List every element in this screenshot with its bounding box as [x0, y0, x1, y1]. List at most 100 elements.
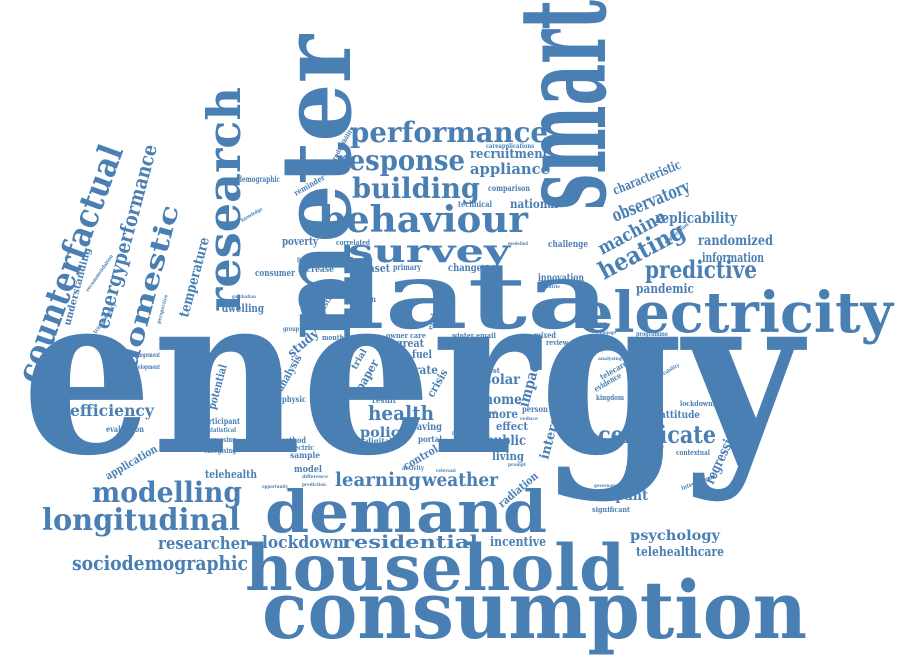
- word-programme: programme: [636, 331, 668, 338]
- word-household: household: [245, 531, 625, 606]
- word-demographic: demographic: [238, 174, 280, 184]
- word-prediction: prediction: [302, 482, 326, 488]
- word-privacy: privacy: [452, 430, 471, 436]
- word-longitudinal: longitudinal: [42, 503, 240, 538]
- word-survey: survey: [348, 232, 512, 270]
- word-attitude: attitude: [660, 410, 700, 421]
- word-prompt: prompt: [508, 462, 527, 468]
- word-consequence: consequence: [636, 444, 664, 450]
- word-sociodemographic: sociodemographic: [72, 551, 248, 575]
- word-occupant: occupant: [582, 488, 648, 504]
- word-participant: participant: [200, 416, 240, 426]
- word-great: great: [396, 337, 425, 350]
- word-correlated: correlated: [336, 238, 370, 247]
- word-demand: demand: [265, 478, 547, 546]
- word-technical: technical: [458, 199, 492, 209]
- word-living: living: [492, 450, 524, 463]
- word-efficiency: efficiency: [70, 401, 155, 420]
- word-dwelling: dwelling: [222, 302, 264, 315]
- word-effect: effect: [496, 420, 529, 433]
- word-housing: housing: [482, 264, 500, 270]
- word-evaluation: evaluation: [106, 424, 144, 434]
- word-statistical: statistical: [208, 427, 237, 434]
- word-recruitment: recruitment: [470, 147, 548, 162]
- word-significant: significant: [592, 505, 631, 514]
- word-predictive: predictive: [645, 255, 757, 284]
- word-electricity: electricity: [578, 280, 894, 346]
- word-kingdom: kingdom: [596, 393, 624, 402]
- word-researcher: researcher: [158, 534, 249, 554]
- word-energising: energising: [204, 446, 236, 455]
- word-engage: engage: [600, 330, 616, 336]
- word-fuel: fuel: [412, 348, 432, 361]
- word-health: health: [368, 401, 434, 425]
- word-change: change: [448, 263, 482, 274]
- word-sample: sample: [290, 450, 320, 460]
- word-consumer: consumer: [255, 269, 295, 279]
- word-pandemic: pandemic: [636, 282, 694, 297]
- word-contextual: contextual: [676, 448, 710, 457]
- word-model: model: [294, 465, 323, 475]
- word-modelled: modelled: [508, 241, 528, 247]
- word-digital: digital: [366, 436, 392, 446]
- word-saving: saving: [412, 422, 442, 433]
- word-consumption: consumption: [262, 563, 807, 657]
- word-analysing: analysing: [598, 356, 622, 362]
- word-particular: particular: [297, 256, 328, 263]
- word-meter: meter: [260, 34, 373, 340]
- word-challenge: challenge: [548, 240, 588, 250]
- word-smart: smart: [493, 0, 634, 210]
- word-incentive: incentive: [490, 535, 546, 550]
- word-residential: residential: [342, 532, 478, 553]
- word-replicability: replicability: [655, 209, 738, 227]
- word-owner: owner: [386, 331, 408, 340]
- word-physic: physic: [282, 394, 306, 404]
- word-building: building: [352, 172, 480, 205]
- word-winter: winter: [451, 331, 474, 340]
- word-more: more: [488, 407, 518, 421]
- word-group: group: [283, 326, 299, 333]
- word-energy: energy: [22, 245, 808, 505]
- word-portal: portal: [418, 434, 442, 444]
- word-person: person: [522, 404, 548, 414]
- word-benefit: benefit: [256, 366, 282, 376]
- word-countrie: countrie: [540, 284, 560, 290]
- word-britain: britain: [350, 294, 376, 304]
- word-rate: rate: [414, 363, 438, 377]
- word-public: public: [486, 433, 526, 449]
- word-careapplications: careapplications: [486, 143, 535, 150]
- word-national: national: [510, 197, 558, 211]
- word-gatchalian: gatchalian: [232, 294, 256, 300]
- word-panel: panel: [482, 410, 496, 416]
- word-psychology: psychology: [630, 528, 721, 544]
- word-lockdowns: lockdowns: [680, 399, 716, 408]
- word-comparison: comparison: [488, 183, 530, 193]
- word-result: result: [372, 395, 396, 405]
- word-innovation: innovation: [538, 273, 585, 284]
- word-solar: solar: [484, 372, 521, 388]
- word-behaviour: behaviour: [320, 199, 529, 241]
- word-primary: primary: [393, 262, 421, 272]
- word-increasing: increasing: [204, 435, 236, 444]
- word-reduce: reduce: [520, 416, 538, 422]
- word-telehealthcare: telehealthcare: [636, 545, 724, 560]
- word-home: home: [484, 392, 522, 408]
- word-governance: governance: [594, 483, 620, 489]
- word-modelling: modelling: [92, 476, 242, 509]
- word-difference: difference: [302, 474, 328, 480]
- word-research: research: [197, 87, 251, 312]
- word-performance: performance: [350, 116, 548, 149]
- word-cost: cost: [484, 366, 501, 375]
- word-dataset: dataset: [352, 262, 391, 275]
- word-information: information: [702, 251, 764, 266]
- word-review: review: [546, 338, 569, 347]
- word-barrier: barrier: [560, 419, 583, 426]
- word-method: method: [278, 435, 306, 445]
- word-development: development: [130, 364, 160, 371]
- word-email: email: [476, 331, 496, 340]
- word-electric: electric: [288, 443, 314, 452]
- word-data: data: [295, 242, 610, 350]
- word-weather: weather: [421, 469, 499, 491]
